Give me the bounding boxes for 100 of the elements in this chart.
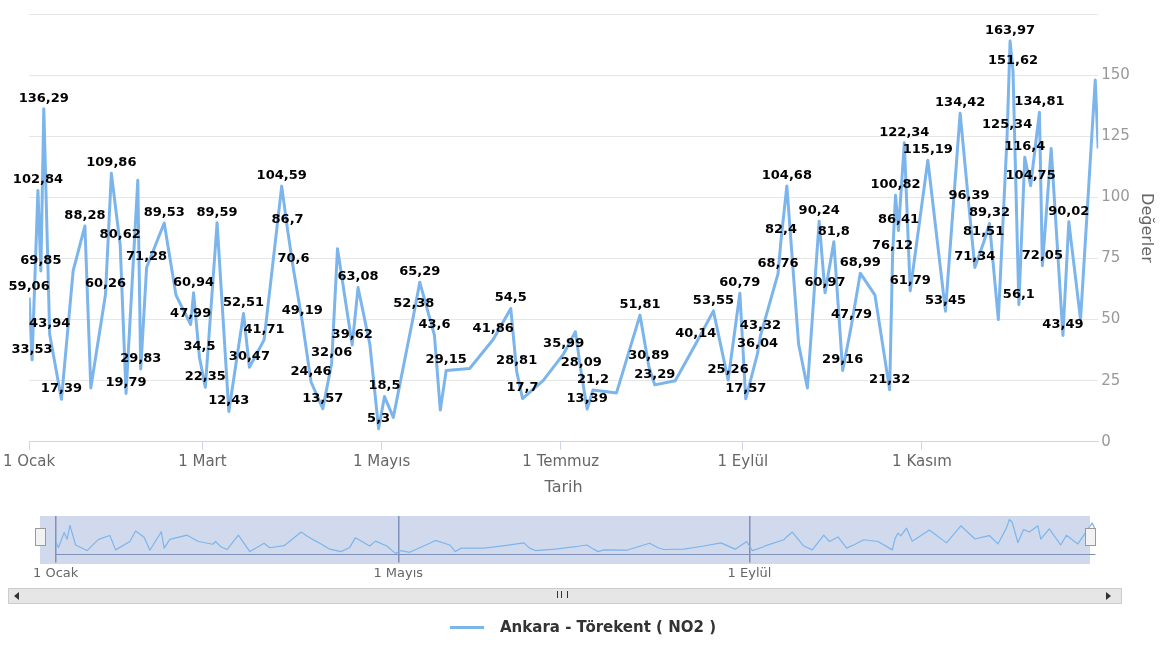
- data-label: 5,3: [367, 409, 391, 425]
- data-label: 19,79: [105, 374, 147, 390]
- data-label: 43,32: [739, 316, 781, 332]
- data-label: 28,81: [496, 352, 538, 368]
- y-tick-label: 50: [1101, 309, 1121, 328]
- data-label: 17,39: [40, 380, 82, 396]
- data-label: 54,5: [494, 289, 527, 305]
- data-label: 41,86: [472, 320, 514, 336]
- data-label: 68,76: [757, 254, 799, 270]
- data-label: 43,94: [29, 315, 71, 331]
- data-label: 60,79: [719, 274, 761, 290]
- data-label: 104,68: [761, 166, 812, 182]
- data-label: 81,8: [817, 222, 850, 238]
- data-label: 89,53: [143, 203, 185, 219]
- data-label: 34,5: [183, 338, 216, 354]
- data-label: 36,04: [736, 334, 779, 350]
- legend-label: Ankara - Törekent ( NO2 ): [500, 618, 716, 636]
- data-label: 60,26: [84, 275, 127, 291]
- x-tick-label: 1 Mart: [178, 451, 227, 470]
- data-label: 24,46: [290, 362, 332, 378]
- data-label: 32,06: [311, 344, 353, 360]
- data-label: 30,89: [628, 347, 670, 363]
- data-label: 70,6: [277, 250, 310, 266]
- data-label: 43,6: [418, 316, 451, 332]
- data-label: 49,19: [281, 302, 323, 318]
- data-label: 22,35: [184, 368, 226, 384]
- data-label: 104,59: [256, 167, 307, 182]
- x-tick-label: 1 Ocak: [3, 451, 56, 470]
- data-label: 136,29: [18, 89, 69, 105]
- data-label: 30,47: [228, 348, 270, 364]
- data-label: 59,06: [8, 278, 50, 294]
- data-label: 102,84: [12, 171, 64, 187]
- data-label: 96,39: [948, 187, 990, 203]
- data-label: 13,39: [566, 389, 608, 405]
- y-tick-label: 150: [1101, 65, 1130, 83]
- data-label: 18,5: [368, 377, 401, 393]
- data-label: 29,16: [822, 351, 864, 367]
- data-label: 71,34: [954, 248, 996, 264]
- data-label: 52,51: [222, 294, 265, 310]
- data-label: 125,34: [982, 116, 1033, 132]
- data-label: 63,08: [337, 268, 379, 284]
- x-tick-label: 1 Eylül: [727, 564, 772, 580]
- data-label: 89,32: [968, 204, 1011, 220]
- data-label: 134,42: [935, 94, 986, 110]
- data-label: 23,29: [634, 365, 676, 381]
- data-label: 68,99: [839, 254, 881, 270]
- data-label: 104,75: [1005, 166, 1056, 182]
- data-label: 122,34: [879, 123, 930, 139]
- data-label: 25,26: [707, 360, 749, 376]
- data-label: 82,4: [764, 221, 798, 237]
- x-tick-label: 1 Kasım: [892, 451, 952, 470]
- data-label: 51,81: [619, 296, 661, 312]
- data-label: 81,51: [963, 223, 1005, 239]
- x-tick-label: 1 Eylül: [717, 451, 769, 470]
- data-label: 89,59: [196, 203, 238, 219]
- x-tick-label: 1 Temmuz: [522, 451, 600, 470]
- y-tick-label: 25: [1101, 370, 1121, 389]
- y-tick-label: 0: [1101, 431, 1111, 450]
- data-label: 86,7: [271, 210, 304, 226]
- data-label: 41,71: [243, 320, 285, 336]
- data-label: 115,19: [902, 141, 953, 157]
- data-label: 47,99: [170, 305, 212, 321]
- y-axis-title: Değerler: [1138, 193, 1158, 264]
- x-tick-label: 1 Mayıs: [352, 451, 411, 470]
- x-tick-label: 1 Ocak: [33, 564, 79, 580]
- data-label: 100,82: [870, 176, 921, 192]
- y-tick-label: 100: [1101, 187, 1130, 206]
- data-label: 116,4: [1004, 138, 1046, 154]
- data-label: 71,28: [126, 248, 168, 264]
- data-label: 29,83: [120, 349, 162, 365]
- data-label: 60,97: [804, 273, 846, 289]
- data-label: 90,02: [1048, 202, 1090, 218]
- data-label: 65,29: [399, 263, 441, 279]
- data-label: 69,85: [20, 251, 62, 267]
- data-label: 90,24: [798, 202, 840, 218]
- data-label: 12,43: [208, 392, 250, 408]
- data-label: 60,94: [173, 273, 215, 289]
- data-label: 21,32: [869, 370, 911, 386]
- data-label: 53,45: [924, 292, 967, 308]
- data-label: 52,38: [393, 294, 435, 310]
- data-label: 53,55: [692, 291, 734, 307]
- data-label: 88,28: [64, 206, 106, 222]
- data-label: 61,79: [889, 271, 931, 287]
- data-label: 80,62: [99, 225, 141, 241]
- data-label: 17,7: [506, 379, 539, 395]
- data-label: 134,81: [1014, 93, 1065, 109]
- y-tick-label: 125: [1101, 126, 1130, 145]
- data-label: 76,12: [872, 236, 914, 252]
- x-tick-label: 1 Mayıs: [373, 564, 424, 580]
- data-label: 109,86: [86, 154, 137, 170]
- data-label: 86,41: [877, 211, 920, 227]
- data-label: 17,57: [725, 379, 767, 395]
- data-label: 163,97: [984, 21, 1036, 37]
- data-label: 56,1: [1002, 285, 1035, 301]
- data-label: 47,79: [830, 305, 873, 321]
- data-label: 13,57: [302, 389, 344, 405]
- y-tick-label: 75: [1101, 248, 1121, 267]
- data-label: 33,53: [11, 340, 53, 356]
- x-axis-title: Tarih: [543, 476, 583, 496]
- data-label: 40,14: [675, 324, 717, 340]
